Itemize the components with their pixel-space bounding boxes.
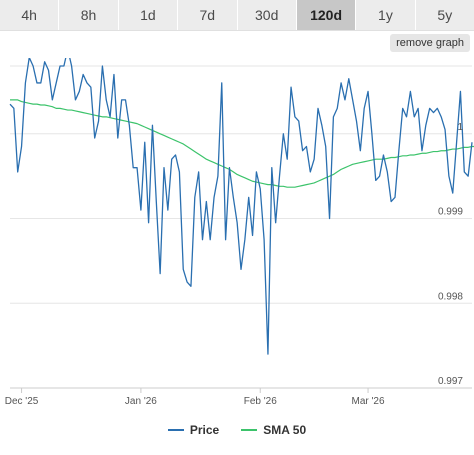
time-range-selector: 4h 8h 1d 7d 30d 120d 1y 5y <box>0 0 474 31</box>
range-button-1y[interactable]: 1y <box>356 0 416 30</box>
range-button-5y[interactable]: 5y <box>437 7 453 23</box>
range-button-8h[interactable]: 8h <box>59 0 119 30</box>
range-button-7d[interactable]: 7d <box>178 0 238 30</box>
x-tick-label: Mar '26 <box>352 396 385 407</box>
legend-item-sma-50[interactable]: SMA 50 <box>241 423 306 437</box>
y-tick-label: 0.998 <box>438 291 463 302</box>
range-button-1d[interactable]: 1d <box>119 0 179 30</box>
range-button-120d[interactable]: 120d <box>296 0 357 30</box>
x-tick-label: Dec '25 <box>5 396 39 407</box>
y-tick-label: 1 <box>457 122 463 133</box>
range-button-30d[interactable]: 30d <box>238 0 297 30</box>
y-tick-label: 0.997 <box>438 376 463 387</box>
range-button-4h[interactable]: 4h <box>0 0 60 30</box>
y-tick-label: 0.999 <box>438 207 463 218</box>
legend-swatch <box>241 429 258 431</box>
axis-labels: 1 0.999 0.998 0.997 Dec '25 Jan '26 Feb '26 Mar… <box>5 122 464 407</box>
chart-legend: Price SMA 50 <box>0 420 474 440</box>
legend-item-price[interactable]: Price <box>167 423 220 437</box>
x-tick-label: Feb '26 <box>244 396 277 407</box>
gridlines <box>10 65 472 389</box>
legend-label: SMA 50 <box>263 423 307 437</box>
price-chart: 1 0.999 0.998 0.997 Dec '25 Jan '26 Feb '26 Mar… <box>5 58 474 407</box>
legend-swatch <box>167 429 184 431</box>
remove-graph-button[interactable]: remove graph <box>390 34 470 52</box>
price-line <box>9 58 473 355</box>
legend-label: Price <box>189 423 220 437</box>
series-lines <box>9 58 474 355</box>
x-tick-label: Jan '26 <box>125 396 157 407</box>
